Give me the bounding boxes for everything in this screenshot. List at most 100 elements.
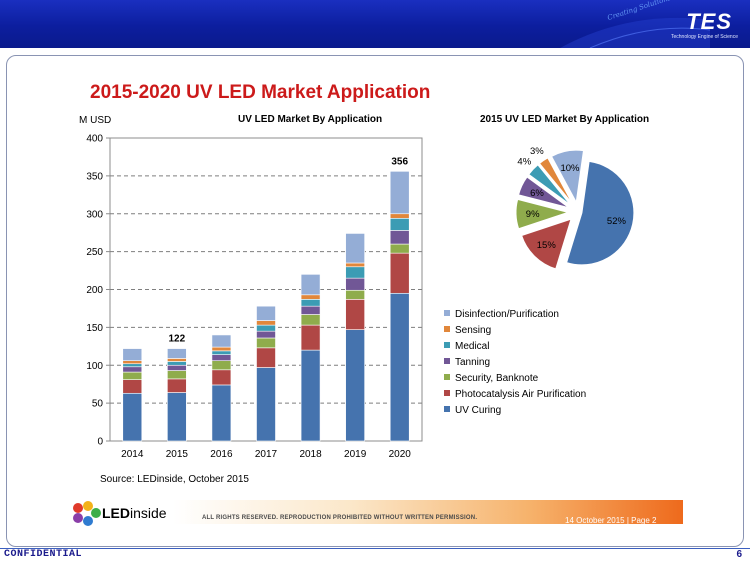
header-bar: Creating Solutions TES Technology Engine…	[0, 0, 750, 48]
pie-slice	[565, 160, 635, 266]
pie-chart-title: 2015 UV LED Market By Application	[480, 114, 650, 125]
x-tick-label: 2019	[344, 449, 367, 460]
header-swoosh	[560, 17, 710, 48]
bar-segment	[167, 370, 187, 380]
bar-segment	[389, 252, 410, 294]
legend-label: Disinfection/Purification	[455, 309, 559, 320]
footer-strip	[173, 500, 683, 524]
confidential-label: CONFIDENTIAL	[4, 549, 83, 560]
legend-swatch	[444, 390, 450, 396]
x-tick-label: 2020	[389, 449, 412, 460]
bar-segment	[300, 274, 321, 296]
bar-segment	[345, 233, 365, 264]
bar-segment	[389, 243, 410, 254]
bar-segment	[345, 277, 365, 291]
bar-segment	[211, 346, 232, 352]
slide-title: 2015-2020 UV LED Market Application	[90, 82, 431, 103]
bar-segment	[211, 334, 232, 348]
legend-swatch	[444, 406, 450, 412]
x-tick-label: 2014	[121, 449, 144, 460]
bar-chart-title: UV LED Market By Application	[238, 114, 383, 125]
bar-segment	[122, 360, 143, 365]
data-label: 356	[391, 156, 408, 167]
pie-label: 6%	[530, 188, 544, 199]
logo-tagline: Technology Engine of Science	[671, 34, 738, 40]
bar-segment	[389, 171, 410, 215]
legend-swatch	[444, 310, 450, 316]
y-tick-label: 200	[86, 285, 103, 296]
bar-segment	[345, 289, 365, 300]
bar-segment	[389, 217, 410, 231]
tes-logo: TES	[686, 9, 732, 34]
bar-segment	[389, 292, 410, 442]
pie-slice	[521, 218, 572, 270]
legend-label: Photocatalysis Air Purification	[455, 389, 586, 400]
bar-segment	[122, 363, 143, 368]
legend-swatch	[444, 358, 450, 364]
bar-segment	[345, 329, 365, 442]
bar-segment	[122, 379, 143, 394]
bar-segment	[389, 230, 410, 245]
pie-label: 15%	[537, 240, 557, 251]
x-tick-label: 2018	[299, 449, 322, 460]
bar-segment	[122, 371, 143, 380]
bar-segment	[167, 378, 187, 393]
bar-segment	[211, 354, 232, 362]
rights-notice: ALL RIGHTS RESERVED. REPRODUCTION PROHIB…	[202, 515, 478, 521]
bar-segment	[256, 305, 276, 321]
bar-segment	[345, 262, 365, 268]
y-tick-label: 0	[97, 437, 103, 448]
pie-label: 9%	[526, 209, 540, 220]
bar-segment	[345, 266, 365, 279]
bottom-bar	[0, 548, 750, 563]
legend-label: Medical	[455, 341, 489, 352]
bar-segment	[300, 314, 321, 326]
pie-label: 4%	[517, 157, 531, 168]
bar-segment	[122, 392, 143, 442]
ledinside-logo	[73, 501, 101, 526]
bar-segment	[167, 358, 187, 362]
bar-segment	[122, 348, 143, 362]
bar-segment	[256, 330, 276, 339]
pie-label: 10%	[560, 163, 580, 174]
x-tick-label: 2017	[255, 449, 278, 460]
bar-segment	[122, 366, 143, 373]
bar-segment	[300, 294, 321, 300]
bar-segment	[300, 324, 321, 351]
legend-label: Tanning	[455, 357, 490, 368]
bar-segment	[167, 392, 187, 442]
y-tick-label: 50	[92, 399, 104, 410]
pie-slice	[538, 157, 573, 205]
pie-slice	[515, 198, 570, 230]
bar-segment	[256, 337, 276, 349]
bar-segment	[256, 347, 276, 368]
ledinside-wordmark: LEDinside	[102, 505, 167, 521]
pie-label: 52%	[607, 216, 627, 227]
pie-slice	[550, 149, 585, 204]
slide-number: 6	[736, 549, 742, 560]
y-tick-label: 300	[86, 209, 103, 220]
legend-label: Security, Banknote	[455, 373, 539, 384]
pie-slice	[517, 176, 570, 209]
pie-label: 3%	[530, 146, 544, 157]
chart-legend: Disinfection/Purification Sensing Medical T…	[444, 309, 586, 416]
bar-segment	[300, 305, 321, 315]
unit-label: M USD	[79, 115, 112, 126]
y-tick-label: 250	[86, 247, 103, 258]
bar-segment	[211, 369, 232, 386]
page-reference: 14 October 2015 | Page 2	[565, 516, 657, 525]
bar-segment	[389, 213, 410, 219]
bar-segment	[167, 364, 187, 371]
bar-chart: 0 50 100 150 200 250 300 350 400 2014 2015 122 2016 2…	[86, 134, 423, 460]
y-tick-label: 150	[86, 323, 103, 334]
data-label: 122	[169, 334, 186, 345]
bar-segment	[167, 348, 187, 359]
bar-segment	[211, 384, 232, 442]
legend-swatch	[444, 326, 450, 332]
legend-label: Sensing	[455, 325, 491, 336]
legend-label: UV Curing	[455, 405, 501, 416]
y-tick-label: 100	[86, 361, 103, 372]
x-tick-label: 2016	[210, 449, 233, 460]
bar-segment	[167, 361, 187, 366]
bar-segment	[256, 324, 276, 332]
